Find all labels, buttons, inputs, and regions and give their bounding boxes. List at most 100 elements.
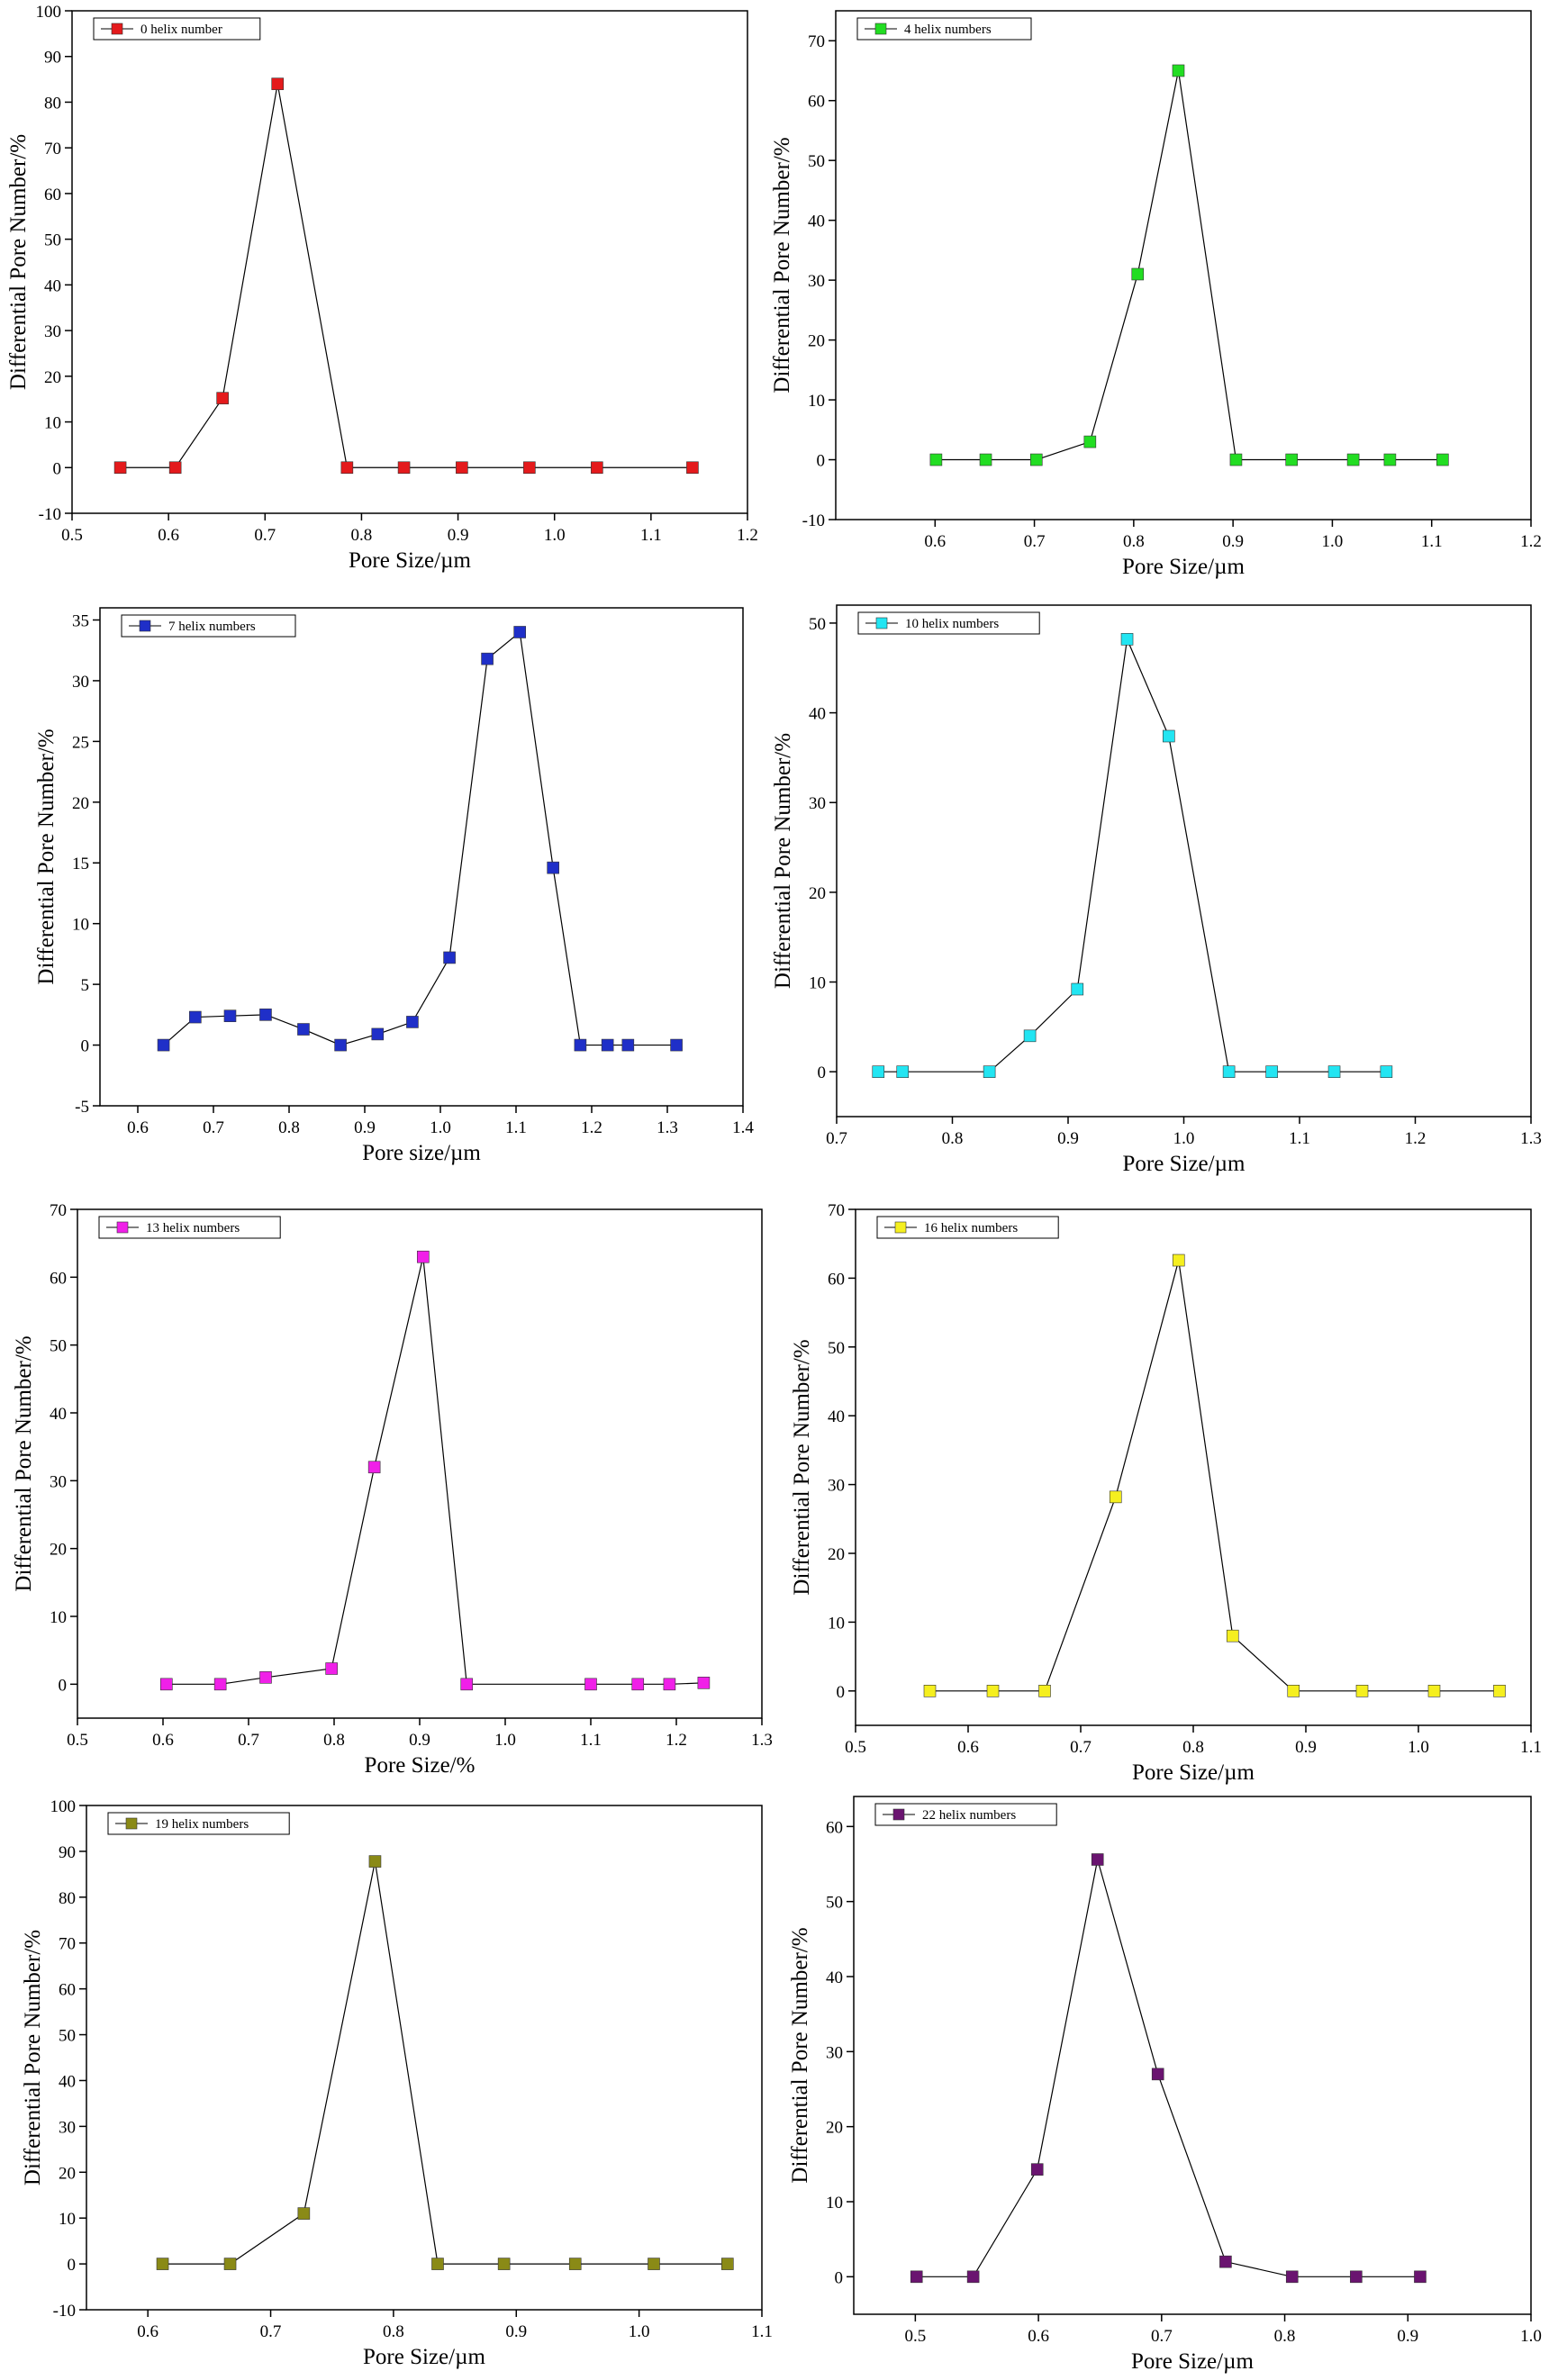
x-tick-label: 0.9 <box>1295 1738 1317 1757</box>
y-tick-label: 40 <box>808 213 825 231</box>
series-line <box>916 1859 1420 2277</box>
x-tick-label: 1.1 <box>751 2322 773 2341</box>
y-tick-label: 10 <box>50 1608 67 1627</box>
x-tick-label: 0.8 <box>1182 1738 1204 1757</box>
series-line <box>120 84 693 468</box>
data-point <box>872 1065 885 1078</box>
y-tick-label: 60 <box>59 1981 76 2000</box>
data-point <box>497 2258 511 2270</box>
x-tick-label: 0.7 <box>238 1731 259 1750</box>
y-tick-label: 100 <box>36 3 62 22</box>
legend-marker <box>875 617 888 629</box>
y-tick-label: 30 <box>59 2118 76 2137</box>
x-tick-label: 1.3 <box>751 1731 773 1750</box>
x-tick-label: 0.9 <box>409 1731 430 1750</box>
chart-panel-7: 0.6 0.7 0.8 0.9 1.0 1.1 -10 0 10 20 30 40 50 60 70 80 90… <box>21 1797 773 2369</box>
y-tick-label: 60 <box>808 93 825 112</box>
data-point <box>297 1023 310 1036</box>
data-point <box>157 1038 170 1052</box>
data-point <box>1151 2068 1164 2081</box>
legend: 0 helix number <box>93 17 261 41</box>
x-tick-label: 0.6 <box>1028 2327 1049 2346</box>
x-tick-label: 1.2 <box>1405 1129 1427 1148</box>
y-tick-label: 30 <box>828 1477 845 1496</box>
y-tick-label: 90 <box>44 49 61 68</box>
y-tick-label: 10 <box>72 916 89 935</box>
x-tick-label: 1.2 <box>737 526 758 545</box>
y-tick-label: 70 <box>828 1201 845 1220</box>
y-tick-label: 70 <box>44 140 61 158</box>
series-line <box>162 1860 728 2265</box>
y-tick-label: 30 <box>826 2043 843 2062</box>
legend-label: 16 helix numbers <box>924 1221 1018 1235</box>
x-tick-label: 0.9 <box>1057 1129 1079 1148</box>
y-tick-label: 50 <box>828 1339 845 1358</box>
data-point <box>1071 982 1084 996</box>
data-point <box>259 1671 272 1684</box>
y-tick-label: 70 <box>59 1935 76 1954</box>
data-point <box>513 626 527 638</box>
y-tick-label: 50 <box>826 1894 843 1913</box>
data-point <box>367 1461 381 1474</box>
plot-frame <box>71 10 748 514</box>
data-point <box>259 1009 272 1021</box>
x-tick-label: 0.6 <box>137 2322 159 2341</box>
x-tick-label: 0.8 <box>942 1129 964 1148</box>
x-tick-label: 0.5 <box>904 2327 926 2346</box>
data-point <box>631 1678 645 1691</box>
plot-frame <box>836 604 1532 1118</box>
y-axis-title: Differential Pore Number/% <box>771 733 795 989</box>
data-point <box>670 1038 683 1052</box>
series-line <box>936 70 1443 461</box>
legend-marker <box>874 23 887 35</box>
data-point <box>986 1685 1000 1697</box>
x-tick-label: 0.8 <box>383 2322 404 2341</box>
data-point <box>271 77 285 90</box>
legend-marker <box>125 1817 138 1830</box>
legend: 22 helix numbers <box>874 1803 1057 1826</box>
x-tick-label: 1.0 <box>494 1731 516 1750</box>
x-tick-label: 0.6 <box>924 532 946 551</box>
y-axis-title: Differential Pore Number/% <box>34 728 59 984</box>
data-point <box>1380 1065 1393 1078</box>
data-point <box>1287 1685 1300 1697</box>
legend: 7 helix numbers <box>121 614 296 638</box>
y-tick-label: 40 <box>44 276 61 295</box>
plot-frame <box>86 1805 763 2311</box>
y-tick-label: 30 <box>808 272 825 291</box>
data-point <box>621 1038 635 1052</box>
x-axis-title: Pore Size/µm <box>1122 555 1245 579</box>
data-point <box>574 1038 587 1052</box>
legend: 19 helix numbers <box>107 1812 290 1835</box>
x-tick-label: 0.7 <box>260 2322 282 2341</box>
plot-frame <box>853 1796 1532 2315</box>
data-point <box>1327 1065 1341 1078</box>
x-tick-label: 1.1 <box>1289 1129 1310 1148</box>
data-point <box>160 1678 173 1691</box>
data-point <box>1083 435 1097 448</box>
legend-label: 13 helix numbers <box>146 1221 240 1235</box>
x-axis-title: Pore Size/µm <box>349 548 471 573</box>
x-tick-label: 1.0 <box>544 526 566 545</box>
x-tick-label: 0.8 <box>323 1731 345 1750</box>
legend-label: 4 helix numbers <box>904 23 992 37</box>
x-tick-label: 0.9 <box>1222 532 1244 551</box>
y-tick-label: 20 <box>828 1545 845 1564</box>
data-point <box>189 1010 202 1024</box>
x-tick-label: 0.6 <box>127 1118 149 1137</box>
data-point <box>371 1027 385 1041</box>
x-tick-label: 1.0 <box>1322 532 1344 551</box>
legend-marker <box>111 23 123 35</box>
data-point <box>1436 453 1449 466</box>
x-tick-label: 0.8 <box>351 526 373 545</box>
data-point <box>340 461 354 475</box>
data-point <box>648 2258 660 2270</box>
y-tick-label: 20 <box>50 1541 67 1560</box>
y-tick-label: 0 <box>818 1063 827 1082</box>
data-point <box>443 951 456 964</box>
x-tick-label: 0.7 <box>1151 2327 1173 2346</box>
series-line <box>878 637 1387 1072</box>
data-point <box>156 2258 169 2270</box>
data-point <box>1109 1490 1122 1504</box>
x-tick-label: 0.7 <box>1024 532 1046 551</box>
